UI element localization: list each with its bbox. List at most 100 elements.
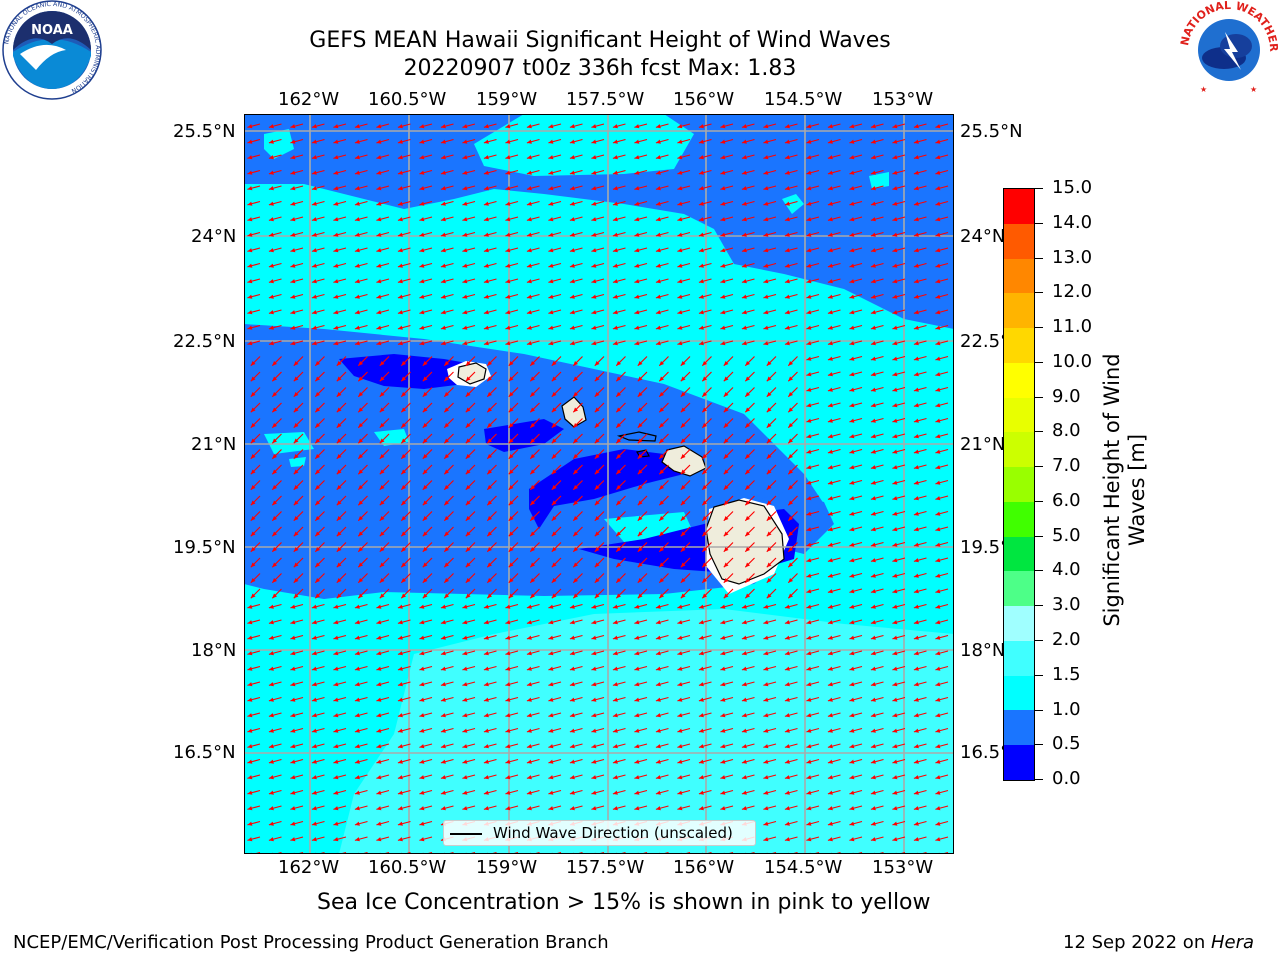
- wind-wave-arrowhead: [293, 361, 299, 366]
- wind-wave-arrowhead: [569, 635, 575, 640]
- wind-wave-arrowhead: [935, 294, 941, 299]
- wind-wave-arrowhead: [741, 651, 747, 656]
- wind-wave-arrowhead: [358, 485, 363, 490]
- wind-wave-arrowhead: [870, 744, 876, 749]
- wind-wave-arrowhead: [870, 310, 876, 315]
- wind-wave-arrowhead: [526, 263, 532, 268]
- wind-wave-arrowhead: [376, 232, 382, 237]
- wind-wave-arrowhead: [483, 341, 489, 346]
- wind-wave-arrowhead: [569, 139, 575, 144]
- wind-wave-arrowhead: [720, 604, 726, 609]
- wind-wave-arrowhead: [315, 593, 320, 599]
- wind-wave-arrowhead: [655, 759, 661, 764]
- wind-wave-arrowhead: [806, 790, 812, 795]
- wind-wave-arrowhead: [573, 500, 578, 506]
- wind-wave-arrowhead: [354, 232, 360, 237]
- wind-wave-arrowhead: [655, 744, 661, 749]
- wind-wave-arrowhead: [333, 186, 339, 191]
- wind-wave-arrowhead: [913, 635, 919, 640]
- wind-wave-arrowhead: [677, 759, 683, 764]
- wind-wave-arrowhead: [462, 682, 468, 687]
- wind-wave-arrowhead: [311, 263, 317, 268]
- wind-wave-arrowhead: [913, 542, 919, 547]
- wind-wave-arrowhead: [612, 620, 618, 625]
- wind-wave-arrowhead: [379, 578, 385, 583]
- wind-wave-arrowhead: [397, 201, 403, 206]
- wind-wave-arrowhead: [569, 201, 575, 206]
- wind-wave-arrowhead: [720, 155, 726, 160]
- wind-wave-arrowhead: [806, 418, 812, 423]
- colorbar-tick: [1035, 257, 1043, 259]
- wind-wave-arrowhead: [290, 217, 296, 222]
- wind-wave-arrowhead: [806, 682, 812, 687]
- wind-wave-arrowhead: [505, 713, 511, 718]
- wind-wave-arrowhead: [573, 469, 578, 475]
- wind-wave-arrowhead: [870, 496, 876, 501]
- wind-wave-arrowhead: [870, 542, 876, 547]
- wind-wave-arrowhead: [336, 454, 342, 459]
- wind-wave-arrowhead: [465, 578, 471, 583]
- wind-wave-arrowhead: [379, 423, 385, 428]
- wind-wave-arrowhead: [763, 620, 769, 625]
- footer-date: 12 Sep 2022 on: [1063, 932, 1211, 953]
- wind-wave-arrowhead: [935, 620, 941, 625]
- wind-wave-arrowhead: [634, 341, 640, 346]
- wind-wave-arrowhead: [784, 635, 790, 640]
- wind-wave-arrowhead: [870, 217, 876, 222]
- colorbar-tick-label: 1.5: [1052, 663, 1081, 685]
- wind-wave-arrowhead: [526, 744, 532, 749]
- wind-wave-arrowhead: [634, 744, 640, 749]
- wind-wave-arrowhead: [935, 201, 941, 206]
- wind-wave-arrowhead: [397, 186, 403, 191]
- wind-wave-arrowhead: [806, 465, 812, 470]
- wind-wave-arrowhead: [290, 728, 296, 733]
- wind-wave-arrowhead: [591, 651, 597, 656]
- wind-wave-arrowhead: [870, 465, 876, 470]
- wind-wave-arrowhead: [637, 547, 643, 552]
- wind-wave-arrowhead: [354, 759, 360, 764]
- wind-wave-arrowhead: [548, 666, 554, 671]
- wind-wave-arrowhead: [247, 728, 253, 733]
- wind-wave-arrowhead: [354, 201, 360, 206]
- wind-wave-arrowhead: [548, 248, 554, 253]
- wind-wave-arrowhead: [440, 635, 446, 640]
- wind-wave-arrowhead: [268, 620, 274, 625]
- wind-wave-arrowhead: [913, 403, 919, 408]
- wind-wave-arrowhead: [462, 124, 468, 129]
- wind-wave-arrowhead: [462, 341, 468, 346]
- wind-wave-arrowhead: [440, 155, 446, 160]
- wind-wave-arrowhead: [465, 392, 471, 397]
- colorbar-tick-label: 6.0: [1052, 489, 1081, 511]
- wind-wave-arrowhead: [655, 186, 661, 191]
- wind-wave-arrowhead: [870, 356, 876, 361]
- wind-wave-arrowhead: [397, 682, 403, 687]
- wind-wave-arrowhead: [677, 635, 683, 640]
- wind-wave-arrowhead: [379, 438, 385, 444]
- wind-wave-arrowhead: [462, 186, 468, 191]
- wind-wave-arrowhead: [913, 279, 919, 284]
- wind-wave-arrowhead: [806, 759, 812, 764]
- wind-wave-arrowhead: [268, 170, 274, 175]
- wind-wave-arrowhead: [745, 392, 750, 397]
- lon-label-top: 153°W: [872, 89, 934, 110]
- wind-wave-arrowhead: [508, 392, 514, 397]
- wind-wave-arrowhead: [548, 806, 554, 811]
- wind-wave-arrowhead: [487, 361, 492, 366]
- wind-wave-arrowhead: [698, 294, 704, 299]
- wind-wave-arrowhead: [763, 294, 769, 299]
- wind-wave-arrowhead: [376, 310, 382, 315]
- wind-wave-arrowhead: [290, 139, 296, 144]
- island-molokai: [616, 431, 657, 442]
- wind-wave-arrowhead: [659, 469, 664, 475]
- wind-wave-arrowhead: [677, 604, 683, 609]
- wind-wave-arrowhead: [440, 279, 446, 284]
- wind-wave-arrowhead: [333, 248, 339, 253]
- wind-wave-arrowhead: [315, 407, 320, 413]
- wind-wave-arrowhead: [870, 790, 876, 795]
- wind-wave-arrowhead: [616, 423, 621, 428]
- wind-wave-arrowhead: [272, 423, 277, 428]
- wind-wave-arrowhead: [913, 744, 919, 749]
- wind-wave-arrowhead: [422, 423, 428, 428]
- wind-wave-arrowhead: [311, 759, 317, 764]
- wind-wave-arrowhead: [935, 744, 941, 749]
